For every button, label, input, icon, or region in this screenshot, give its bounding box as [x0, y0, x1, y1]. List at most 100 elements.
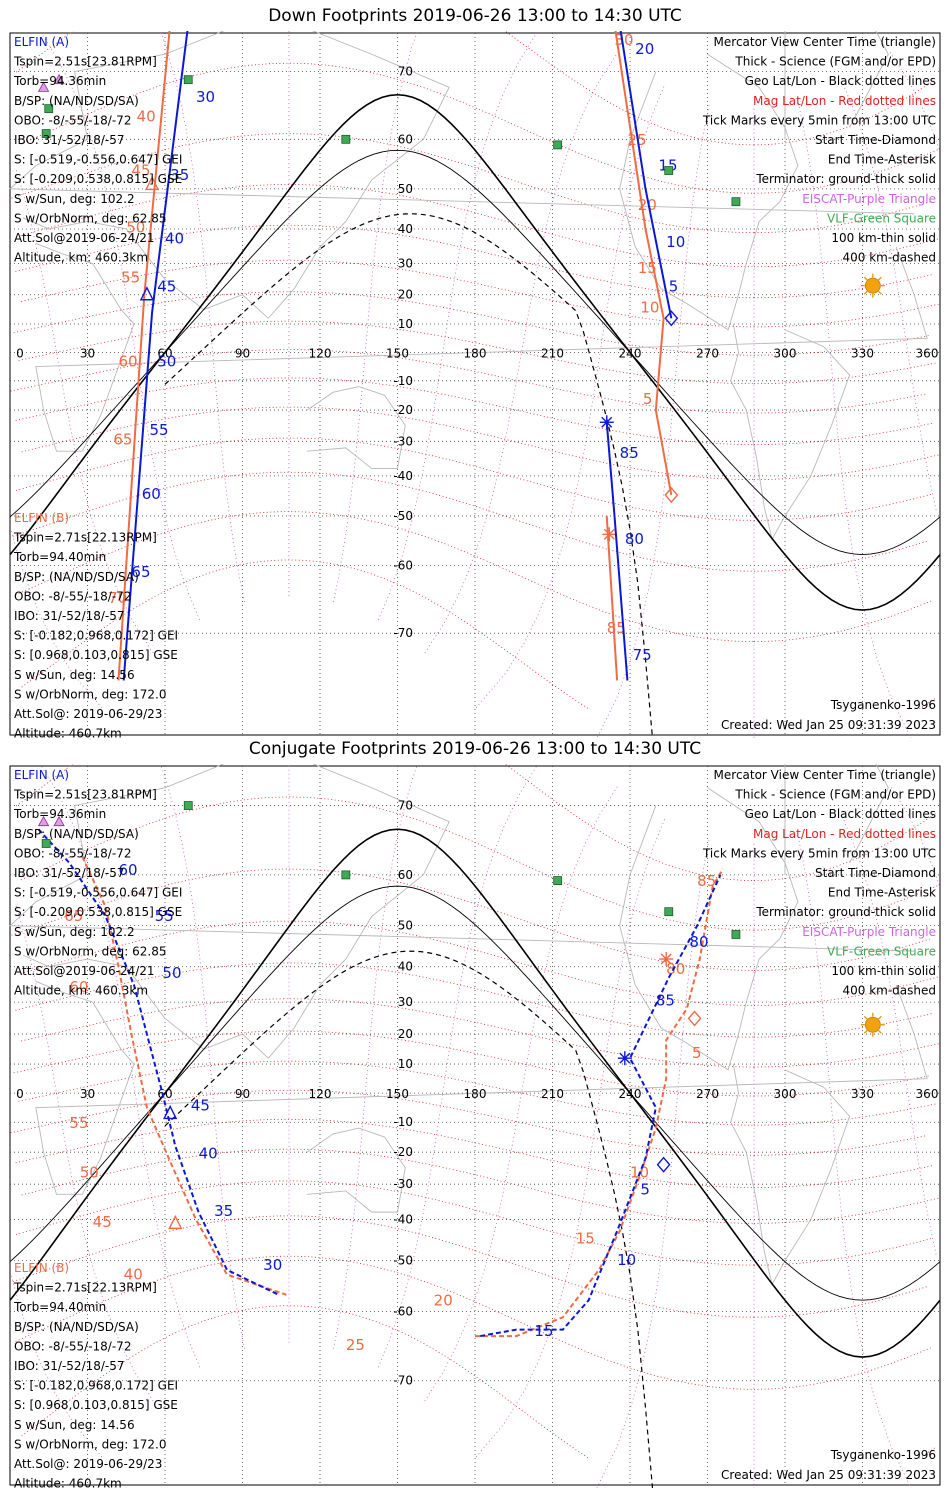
elfin-a-info-line: IBO: 31/-52/18/-57	[14, 866, 125, 880]
legend-line: 400 km-dashed	[842, 984, 936, 998]
vlf-station-square	[553, 876, 563, 885]
lat-tick-label: 70	[398, 799, 413, 813]
lon-tick-label: 240	[619, 1087, 642, 1101]
terminator-400km	[164, 213, 654, 738]
mag-lat-line	[15, 437, 755, 521]
elfin-b-track-center-triangle	[144, 175, 160, 191]
elfin-a-info-line: Altitude, km: 460.3km	[14, 251, 148, 265]
mag-lat-line	[10, 1089, 755, 1156]
elfin-a-track-tick-label: 20	[635, 40, 654, 58]
legend-line: EISCAT-Purple Triangle	[802, 925, 936, 939]
eiscat-station-triangle	[53, 73, 65, 85]
elfin-a-track-tick-label: 55	[150, 421, 169, 439]
chart-title-down: Down Footprints 2019-06-26 13:00 to 14:3…	[268, 6, 682, 26]
elfin-b-info-line: ELFIN (B)	[14, 1261, 69, 1275]
mag-lat-line	[753, 273, 934, 299]
coastline	[306, 386, 406, 470]
lon-tick-label: 210	[541, 1087, 564, 1101]
sun-icon	[860, 1012, 885, 1037]
elfin-b-track-tick-label: 5	[692, 1044, 702, 1062]
created-label: Created: Wed Jan 25 09:31:39 2023	[721, 718, 936, 732]
lat-tick-label: -60	[393, 559, 413, 573]
lon-tick-label: 210	[541, 346, 564, 360]
lat-tick-label: 50	[398, 182, 413, 196]
lat-tick-label: 40	[398, 222, 413, 236]
elfin-a-info-line: Torb=94.36min	[13, 74, 106, 88]
legend-line: Start Time-Diamond	[815, 866, 936, 880]
elfin-b-track-path	[117, 31, 171, 681]
mag-lat-line	[15, 1255, 755, 1390]
elfin-b-track-tick-label: 40	[137, 108, 156, 126]
elfin-b-info-line: IBO: 31/-52/18/-57	[14, 609, 125, 623]
legend-line: Geo Lat/Lon - Black dotted lines	[745, 74, 936, 88]
mag-lon-line	[39, 764, 201, 1368]
sun-disc	[864, 277, 881, 294]
mag-lat-line	[753, 540, 930, 572]
legend-line: Thick - Science (FGM and/or EPD)	[734, 55, 936, 69]
terminator-100km	[9, 885, 941, 1301]
elfin-a-info-line: B/SP: (NA/ND/SD/SA)	[14, 827, 139, 841]
legend-line: Mag Lat/Lon - Red dotted lines	[753, 94, 936, 108]
elfin-b-track-tick-label: 45	[93, 1213, 112, 1231]
sun-ray	[863, 1029, 868, 1034]
elfin-a-track-tick-label: 80	[625, 530, 644, 548]
elfin-b-track-path	[614, 31, 673, 496]
elfin-a-info-line: S w/Sun, deg: 102.2	[14, 925, 135, 939]
vlf-station-square	[664, 166, 674, 175]
coastline	[8, 764, 915, 1059]
lon-tick-label: 0	[16, 346, 24, 360]
lat-tick-label: -70	[393, 626, 413, 640]
lat-tick-label: -40	[393, 1213, 413, 1227]
sun-disc	[864, 1016, 881, 1033]
lat-tick-label: 70	[398, 65, 413, 79]
lat-tick-label: -30	[393, 1177, 413, 1191]
lon-tick-label: 330	[851, 1087, 874, 1101]
eiscat-station-triangle	[37, 81, 50, 92]
elfin-a-info-line: ELFIN (A)	[14, 35, 69, 49]
mag-lat-line	[753, 1103, 936, 1126]
elfin-b-track-tick-label: 60	[69, 978, 88, 996]
mag-lat-line	[753, 1197, 939, 1224]
elfin-b-track-tick-label: 20	[434, 1292, 453, 1310]
eiscat-station-triangle	[53, 815, 65, 827]
legend-line: Mercator View Center Time (triangle)	[714, 35, 936, 49]
mag-lon-line	[333, 764, 418, 1349]
mag-lat-line	[15, 1180, 755, 1266]
elfin-b-info-line: Torb=94.40min	[13, 550, 106, 564]
coastline	[784, 31, 889, 140]
lon-tick-label: 360	[916, 1087, 939, 1101]
mag-lat-line	[753, 493, 933, 521]
elfin-a-info-line: Tspin=2.51s[23.81RPM]	[13, 788, 157, 802]
elfin-b-track-tick-label: 30	[615, 31, 634, 49]
lon-tick-label: 120	[309, 346, 332, 360]
sun-ray	[863, 290, 868, 295]
elfin-a-track-tick-label: 45	[157, 278, 176, 296]
elfin-a-info-line: OBO: -8/-55/-18/-72	[14, 846, 131, 860]
elfin-b-track-tick-label: 60	[119, 353, 138, 371]
elfin-a-track-tick-label: 40	[199, 1144, 218, 1162]
lon-tick-label: 330	[851, 346, 874, 360]
elfin-b-info-line: S w/OrbNorm, deg: 172.0	[14, 1437, 166, 1451]
lon-tick-label: 30	[80, 346, 95, 360]
legend-line: VLF-Green Square	[827, 211, 936, 225]
sun-ray	[878, 290, 882, 295]
chart-title-conjugate: Conjugate Footprints 2019-06-26 13:00 to…	[248, 739, 702, 759]
lon-tick-label: 0	[16, 1087, 24, 1101]
mag-lat-line	[504, 764, 755, 881]
elfin-b-info-line: S: [-0.182,0.968,0.172] GEI	[14, 629, 178, 643]
elfin-a-info-line: Att.Sol@2019-06-24/21	[14, 964, 155, 978]
elfin-b-track-tick-label: 55	[121, 269, 140, 287]
mag-lon-line	[798, 837, 912, 1488]
elfin-b-track-tick-label: 15	[638, 259, 657, 277]
elfin-b-track-tick-label: 65	[113, 431, 132, 449]
sun-ray	[863, 276, 868, 281]
mag-lon-line	[842, 818, 937, 1255]
elfin-a-track-tick-label: 30	[196, 88, 215, 106]
mag-lat-line	[18, 1060, 755, 1126]
elfin-b-info-line: ELFIN (B)	[14, 511, 69, 525]
mag-lon-line	[333, 31, 418, 603]
vlf-station-square	[183, 801, 193, 810]
elfin-a-track-tick-label: 65	[131, 563, 150, 581]
legend-line: Geo Lat/Lon - Black dotted lines	[745, 807, 936, 821]
elfin-a-track-tick-label: 85	[620, 444, 639, 462]
